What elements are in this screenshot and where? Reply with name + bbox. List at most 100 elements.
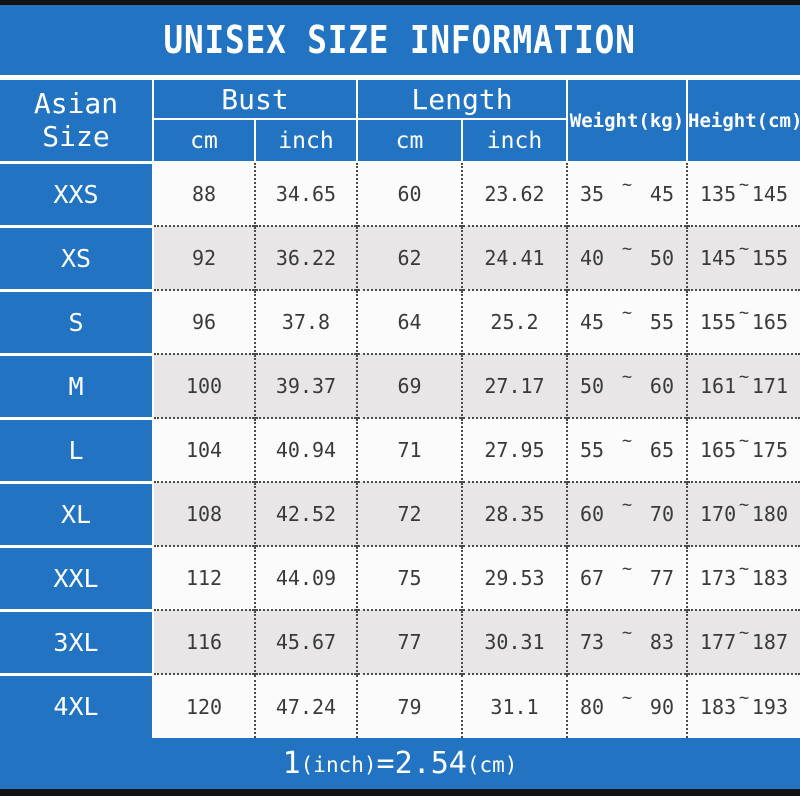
range-max: 90 <box>649 694 674 719</box>
tilde-separator: ~ <box>738 431 750 451</box>
tilde-separator: ~ <box>738 687 750 708</box>
bust-cm-cell: 100 <box>153 353 255 418</box>
range-min: 50 <box>580 374 605 398</box>
bust-cm-cell: 112 <box>153 545 255 610</box>
size-label-cell: M <box>0 352 154 418</box>
range-max: 175 <box>751 438 788 462</box>
tilde-separator: ~ <box>738 175 750 195</box>
conversion-cm-unit: (cm) <box>466 752 518 777</box>
table-row: 3XL 116 45.67 77 30.31 73 ~83 177 ~187 <box>0 608 800 674</box>
range-values: 55 ~65 <box>568 431 686 462</box>
bust-cm-cell: 120 <box>153 673 255 738</box>
header-length-cm: cm <box>356 118 463 163</box>
height-range-cell: 173 ~183 <box>686 545 800 610</box>
range-min: 161 <box>700 374 737 398</box>
size-label-cell: S <box>0 288 154 354</box>
length-inch-cell: 30.31 <box>461 609 567 674</box>
range-values: 45 ~55 <box>568 303 686 334</box>
bust-inch-cell: 37.8 <box>254 289 357 354</box>
length-inch-cell: 27.95 <box>461 417 567 482</box>
size-table: Asian Size Bust Length Weight(kg) Height… <box>0 78 800 738</box>
range-values: 173 ~183 <box>688 559 800 590</box>
bust-cm-cell: 116 <box>153 609 255 674</box>
range-max: 65 <box>649 438 674 462</box>
range-values: 177 ~187 <box>688 623 800 654</box>
range-min: 60 <box>580 502 605 526</box>
tilde-separator: ~ <box>621 303 633 323</box>
length-cm-cell: 79 <box>356 673 462 738</box>
range-min: 45 <box>580 310 605 334</box>
range-max: 70 <box>649 502 674 526</box>
title-banner: UNISEX SIZE INFORMATION <box>0 5 800 78</box>
bust-cm-cell: 108 <box>153 481 255 546</box>
range-max: 145 <box>751 182 788 206</box>
size-label-cell: 4XL <box>0 672 154 738</box>
bust-inch-cell: 34.65 <box>254 161 357 226</box>
range-values: 50 ~60 <box>568 367 686 398</box>
range-values: 60 ~70 <box>568 495 686 526</box>
conversion-inch-unit: (inch) <box>300 752 377 777</box>
range-values: 183 ~193 <box>688 688 800 719</box>
height-range-cell: 183 ~193 <box>686 673 800 738</box>
length-inch-cell: 23.62 <box>461 161 567 226</box>
range-values: 80 ~90 <box>568 688 686 719</box>
range-values: 165 ~175 <box>688 431 800 462</box>
length-cm-cell: 72 <box>356 481 462 546</box>
tilde-separator: ~ <box>738 367 750 387</box>
equals-sign: = <box>376 746 395 781</box>
length-cm-cell: 75 <box>356 545 462 610</box>
range-min: 80 <box>580 694 605 719</box>
length-cm-cell: 77 <box>356 609 462 674</box>
length-inch-cell: 24.41 <box>461 225 567 290</box>
range-max: 180 <box>751 502 788 526</box>
bust-cm-cell: 96 <box>153 289 255 354</box>
header-length: Length <box>356 78 568 120</box>
range-min: 155 <box>700 310 737 334</box>
bust-inch-cell: 42.52 <box>254 481 357 546</box>
height-range-cell: 165 ~175 <box>686 417 800 482</box>
range-min: 177 <box>700 630 737 654</box>
page-title: UNISEX SIZE INFORMATION <box>163 18 637 62</box>
range-max: 155 <box>751 246 788 270</box>
header-length-inch: inch <box>461 118 568 163</box>
range-min: 170 <box>700 502 737 526</box>
range-min: 173 <box>700 566 737 590</box>
bust-inch-cell: 40.94 <box>254 417 357 482</box>
length-inch-cell: 25.2 <box>461 289 567 354</box>
weight-range-cell: 60 ~70 <box>566 481 687 546</box>
height-range-cell: 145 ~155 <box>686 225 800 290</box>
range-max: 45 <box>649 182 674 206</box>
tilde-separator: ~ <box>621 431 633 451</box>
weight-range-cell: 80 ~90 <box>566 673 687 738</box>
length-cm-cell: 64 <box>356 289 462 354</box>
length-cm-cell: 62 <box>356 225 462 290</box>
table-row: 4XL 120 47.24 79 31.1 80 ~90 183 ~193 <box>0 672 800 738</box>
bust-inch-cell: 39.37 <box>254 353 357 418</box>
bust-inch-cell: 45.67 <box>254 609 357 674</box>
range-max: 77 <box>649 566 674 590</box>
size-label-cell: 3XL <box>0 608 154 674</box>
range-max: 183 <box>751 566 788 590</box>
range-max: 165 <box>751 310 788 334</box>
range-min: 40 <box>580 246 605 270</box>
range-values: 135 ~145 <box>688 175 800 206</box>
range-values: 155 ~165 <box>688 303 800 334</box>
header-bust: Bust <box>152 78 358 120</box>
length-inch-cell: 28.35 <box>461 481 567 546</box>
header-asian-size: Asian Size <box>0 78 154 163</box>
range-values: 161 ~171 <box>688 367 800 398</box>
length-cm-cell: 71 <box>356 417 462 482</box>
length-cm-cell: 60 <box>356 161 462 226</box>
bust-cm-cell: 104 <box>153 417 255 482</box>
range-min: 165 <box>700 438 737 462</box>
range-values: 170 ~180 <box>688 495 800 526</box>
size-label-cell: XXL <box>0 544 154 610</box>
range-values: 145 ~155 <box>688 239 800 270</box>
size-label-cell: L <box>0 416 154 482</box>
range-min: 55 <box>580 438 605 462</box>
range-max: 193 <box>751 694 788 719</box>
bust-inch-cell: 44.09 <box>254 545 357 610</box>
weight-range-cell: 50 ~60 <box>566 353 687 418</box>
tilde-separator: ~ <box>621 239 633 259</box>
